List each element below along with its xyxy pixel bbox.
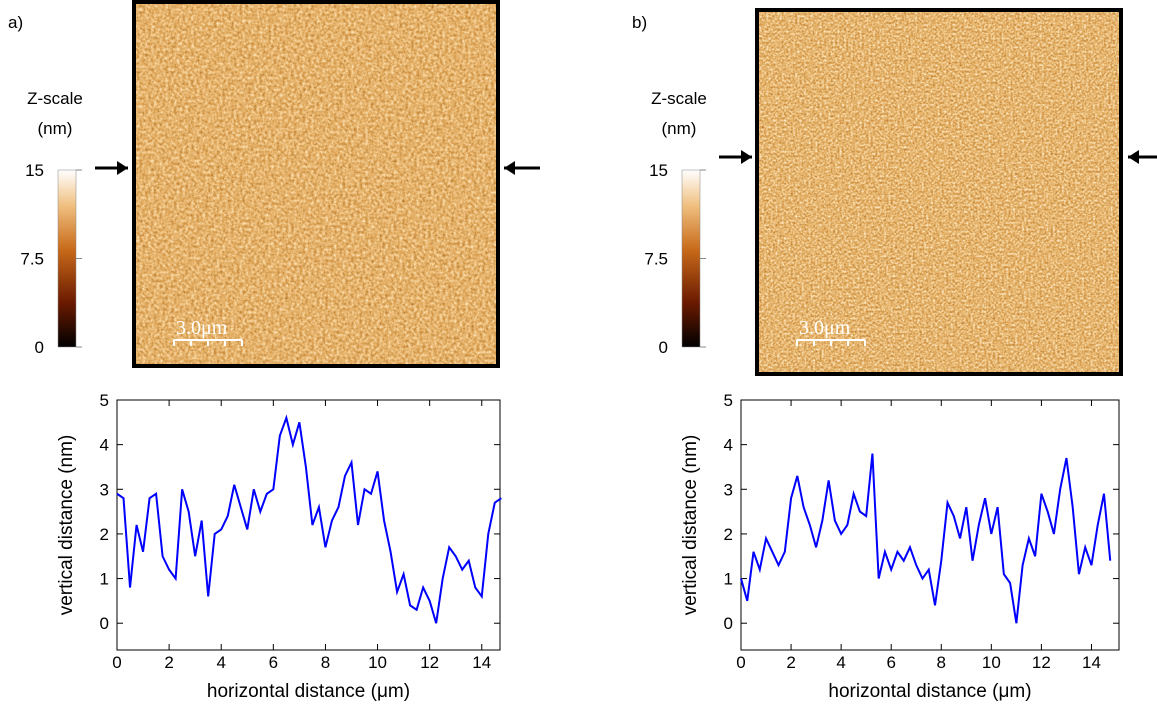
y-tick-label: 0 <box>100 614 109 633</box>
scale-bar-label: 3.0μm <box>799 317 851 339</box>
y-tick-label: 3 <box>724 480 733 499</box>
y-tick-label: 3 <box>100 480 109 499</box>
x-tick-label: 14 <box>1082 653 1101 672</box>
x-tick-label: 6 <box>886 653 895 672</box>
colorbar-tick-label: 0 <box>35 338 44 357</box>
zscale-unit: (nm) <box>662 119 697 138</box>
y-tick-label: 5 <box>100 391 109 410</box>
x-axis-label: horizontal distance (μm) <box>828 681 1031 702</box>
x-tick-label: 14 <box>472 653 491 672</box>
y-tick-label: 2 <box>724 525 733 544</box>
x-tick-label: 6 <box>269 653 278 672</box>
y-axis-label: vertical distance (nm) <box>680 435 701 616</box>
arrow-head <box>117 161 128 175</box>
arrow-head <box>1128 150 1139 164</box>
colorbar-tick-label: 15 <box>25 161 44 180</box>
x-tick-label: 4 <box>216 653 225 672</box>
colorbar-tick-label: 15 <box>649 161 668 180</box>
colorbar-tick-label: 0 <box>659 338 668 357</box>
zscale-title: Z-scale <box>651 89 707 108</box>
x-tick-label: 8 <box>321 653 330 672</box>
panel-label: a) <box>8 13 23 32</box>
y-tick-label: 0 <box>724 614 733 633</box>
profile-line <box>740 453 1112 624</box>
y-tick-label: 4 <box>724 436 733 455</box>
afm-image <box>134 2 498 366</box>
x-tick-label: 2 <box>164 653 173 672</box>
afm-image <box>757 10 1121 374</box>
y-tick-label: 4 <box>100 436 109 455</box>
y-tick-label: 1 <box>724 570 733 589</box>
x-tick-label: 12 <box>420 653 439 672</box>
y-axis-label: vertical distance (nm) <box>56 435 77 616</box>
colorbar <box>57 169 77 348</box>
x-tick-label: 8 <box>937 653 946 672</box>
zscale-unit: (nm) <box>38 119 73 138</box>
plot-frame <box>116 399 501 651</box>
afm-frame <box>755 8 1123 376</box>
x-tick-label: 0 <box>112 653 121 672</box>
y-tick-label: 5 <box>724 391 733 410</box>
panel-label: b) <box>632 13 647 32</box>
arrow-head <box>741 150 752 164</box>
colorbar-tick-label: 7.5 <box>644 250 668 269</box>
colorbar <box>681 169 701 348</box>
afm-frame <box>132 0 500 368</box>
x-tick-label: 2 <box>786 653 795 672</box>
x-tick-label: 10 <box>982 653 1001 672</box>
x-tick-label: 10 <box>368 653 387 672</box>
profile-line <box>116 414 502 624</box>
arrow-head <box>504 161 515 175</box>
scale-bar-label: 3.0μm <box>176 317 228 339</box>
colorbar-tick-label: 7.5 <box>20 250 44 269</box>
x-tick-label: 4 <box>836 653 845 672</box>
zscale-title: Z-scale <box>27 89 83 108</box>
x-tick-label: 0 <box>736 653 745 672</box>
x-tick-label: 12 <box>1032 653 1051 672</box>
y-tick-label: 2 <box>100 525 109 544</box>
plot-frame <box>740 399 1120 651</box>
y-tick-label: 1 <box>100 570 109 589</box>
x-axis-label: horizontal distance (μm) <box>207 681 410 702</box>
